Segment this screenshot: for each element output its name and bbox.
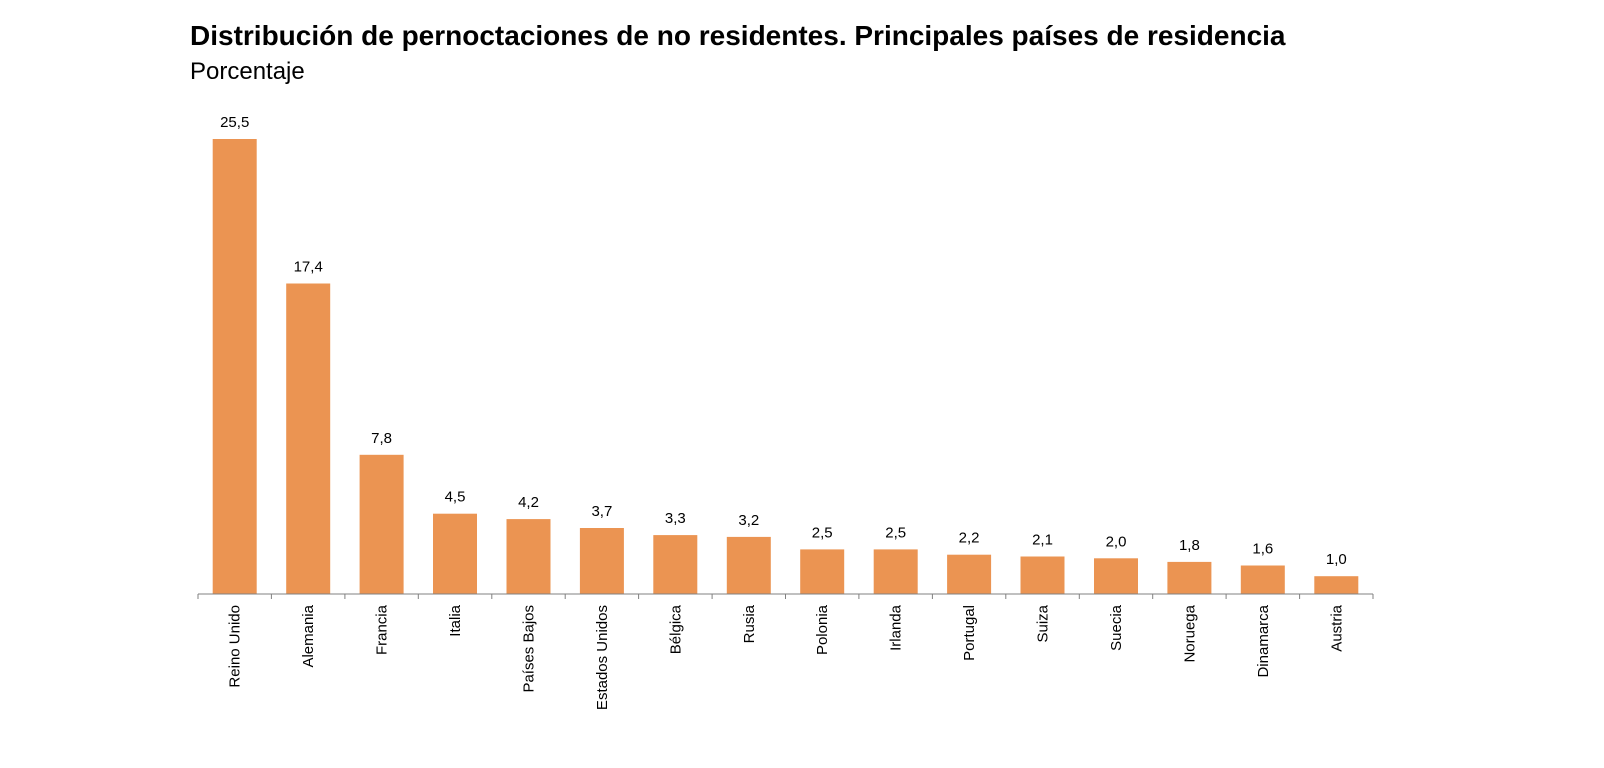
category-label-5: Estados Unidos <box>594 605 611 710</box>
category-label-8: Polonia <box>814 604 831 655</box>
category-label-3: Italia <box>447 604 464 636</box>
x-axis <box>197 593 1374 599</box>
bar-3 <box>433 513 477 594</box>
category-label-9: Irlanda <box>888 604 905 651</box>
category-label-10: Portugal <box>961 605 978 661</box>
category-label-12: Suecia <box>1108 604 1125 651</box>
category-label-13: Noruega <box>1181 604 1198 662</box>
data-label-2: 7,8 <box>371 430 392 447</box>
category-label-7: Rusia <box>741 604 758 643</box>
data-label-11: 2,1 <box>1032 532 1053 549</box>
bar-13 <box>1167 561 1212 594</box>
chart-title: Distribución de pernoctaciones de no res… <box>190 20 1286 51</box>
bar-4 <box>506 519 551 594</box>
data-label-4: 4,2 <box>518 494 539 511</box>
bar-11 <box>1020 556 1065 594</box>
data-label-6: 3,3 <box>665 510 686 527</box>
bar-7 <box>726 536 771 594</box>
data-label-9: 2,5 <box>885 524 906 541</box>
category-label-4: Países Bajos <box>521 605 538 693</box>
data-label-1: 17,4 <box>294 259 323 276</box>
data-label-3: 4,5 <box>445 489 466 506</box>
category-labels-layer: Reino Unido Alemania Francia Italia Países B… <box>227 604 1346 710</box>
category-label-11: Suiza <box>1035 604 1052 642</box>
category-label-0: Reino Unido <box>227 605 244 688</box>
category-label-14: Dinamarca <box>1255 604 1272 677</box>
data-labels-layer: 25,5 17,4 7,8 4,5 4,2 3,7 3,3 3,2 2,5 2,5 2,2 2,1 2,… <box>220 114 1347 568</box>
category-label-1: Alemania <box>300 604 317 667</box>
bar-15 <box>1314 576 1359 594</box>
category-label-2: Francia <box>374 604 391 655</box>
data-label-13: 1,8 <box>1179 537 1200 554</box>
data-label-5: 3,7 <box>591 503 612 520</box>
category-label-15: Austria <box>1328 604 1345 651</box>
category-label-6: Bélgica <box>667 604 684 654</box>
data-label-7: 3,2 <box>738 512 759 529</box>
bars-layer <box>212 139 1359 594</box>
data-label-12: 2,0 <box>1106 533 1127 550</box>
data-label-0: 25,5 <box>220 114 249 131</box>
chart-subtitle: Porcentaje <box>190 58 305 85</box>
bar-6 <box>653 535 698 594</box>
data-label-14: 1,6 <box>1252 541 1273 558</box>
bar-5 <box>579 528 624 594</box>
data-label-15: 1,0 <box>1326 551 1347 568</box>
data-label-8: 2,5 <box>812 524 833 541</box>
bar-1 <box>286 283 331 594</box>
bar-10 <box>947 554 992 594</box>
bar-2 <box>359 454 404 594</box>
bar-9 <box>873 549 918 594</box>
bar-14 <box>1240 565 1285 594</box>
bar-0 <box>212 139 257 594</box>
data-label-10: 2,2 <box>959 530 980 547</box>
bar-12 <box>1094 558 1138 594</box>
bar-8 <box>800 549 845 594</box>
